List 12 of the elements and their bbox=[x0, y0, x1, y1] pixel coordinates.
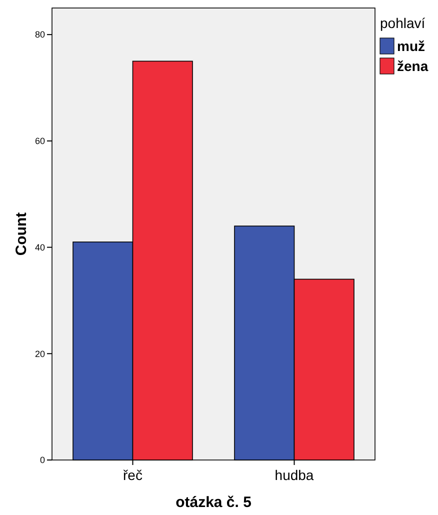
legend-label: žena bbox=[397, 58, 428, 74]
legend-label: muž bbox=[397, 38, 425, 54]
x-axis-title: otázka č. 5 bbox=[176, 494, 252, 511]
y-tick-label: 20 bbox=[34, 348, 45, 359]
x-tick-label: hudba bbox=[274, 467, 314, 483]
y-tick-label: 80 bbox=[34, 30, 45, 40]
y-tick-label: 40 bbox=[34, 242, 45, 252]
y-tick-label: 0 bbox=[40, 455, 45, 466]
legend-title: pohlaví bbox=[380, 15, 426, 31]
y-axis-title: Count bbox=[13, 212, 30, 256]
y-tick-label: 60 bbox=[34, 136, 45, 146]
x-tick-label: řeč bbox=[123, 467, 142, 483]
